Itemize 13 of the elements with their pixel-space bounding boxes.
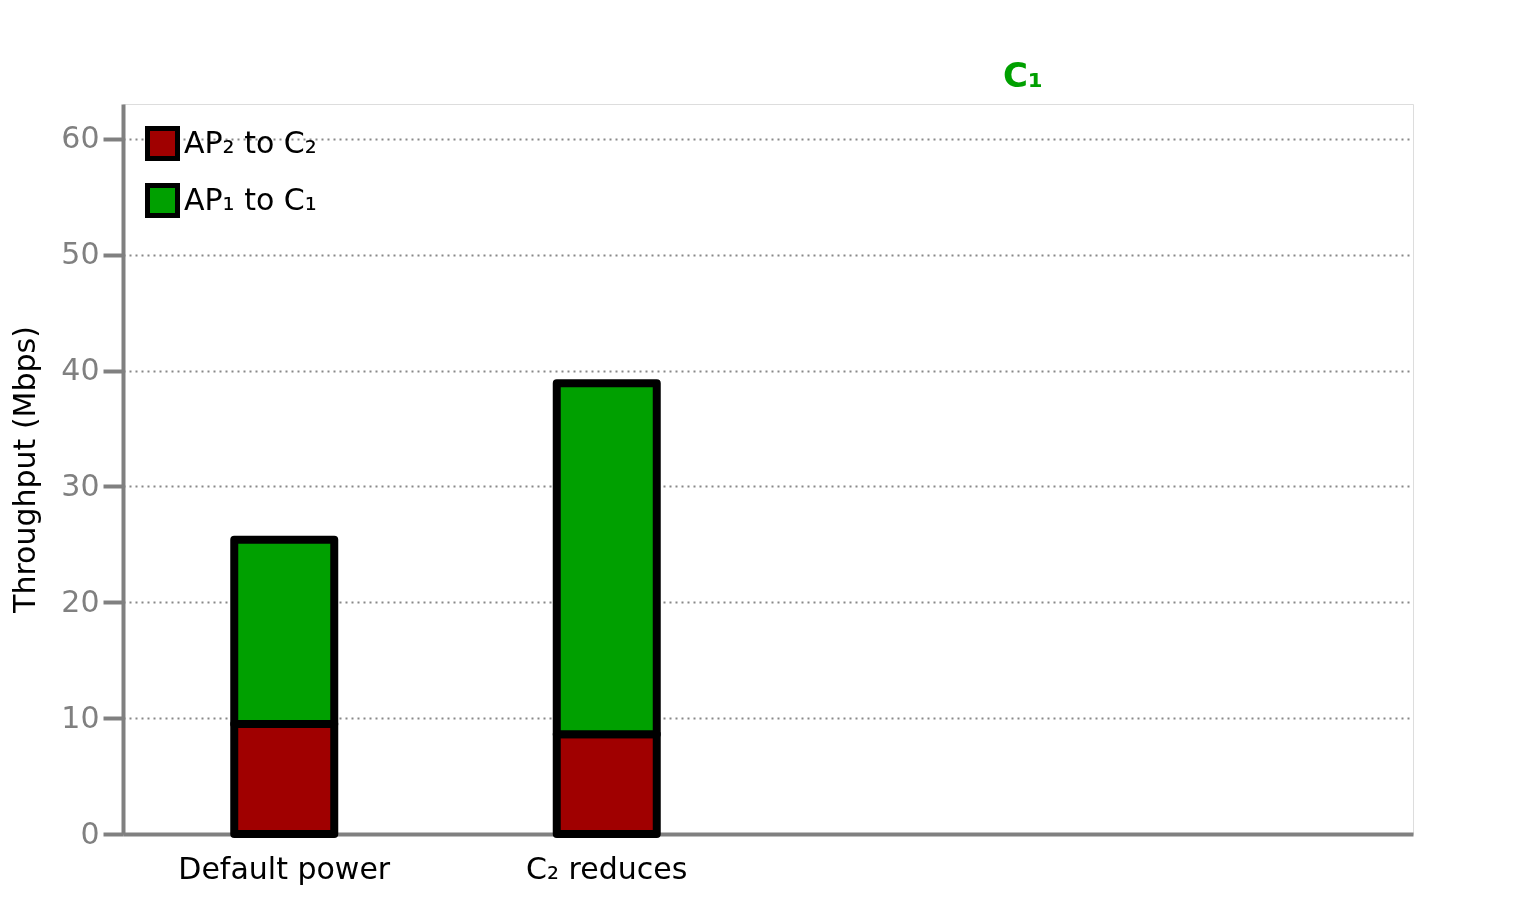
- y-tick-label: 60: [61, 120, 100, 156]
- legend-label: AP₂ to C₂: [184, 124, 317, 160]
- legend-label: AP₁ to C₁: [184, 181, 317, 217]
- x-tick-label: Default power: [178, 850, 391, 886]
- y-tick-label: 30: [61, 467, 100, 503]
- y-tick-label: 40: [61, 352, 100, 388]
- y-axis-title: Throughput (Mbps): [7, 326, 43, 614]
- y-tick-label: 0: [80, 815, 100, 851]
- x-tick-label: C₂ reduces: [526, 850, 688, 886]
- y-tick-label: 50: [61, 236, 100, 272]
- text: C₁: [1003, 55, 1043, 95]
- y-tick-label: 20: [61, 583, 100, 619]
- y-tick-label: 10: [61, 699, 100, 735]
